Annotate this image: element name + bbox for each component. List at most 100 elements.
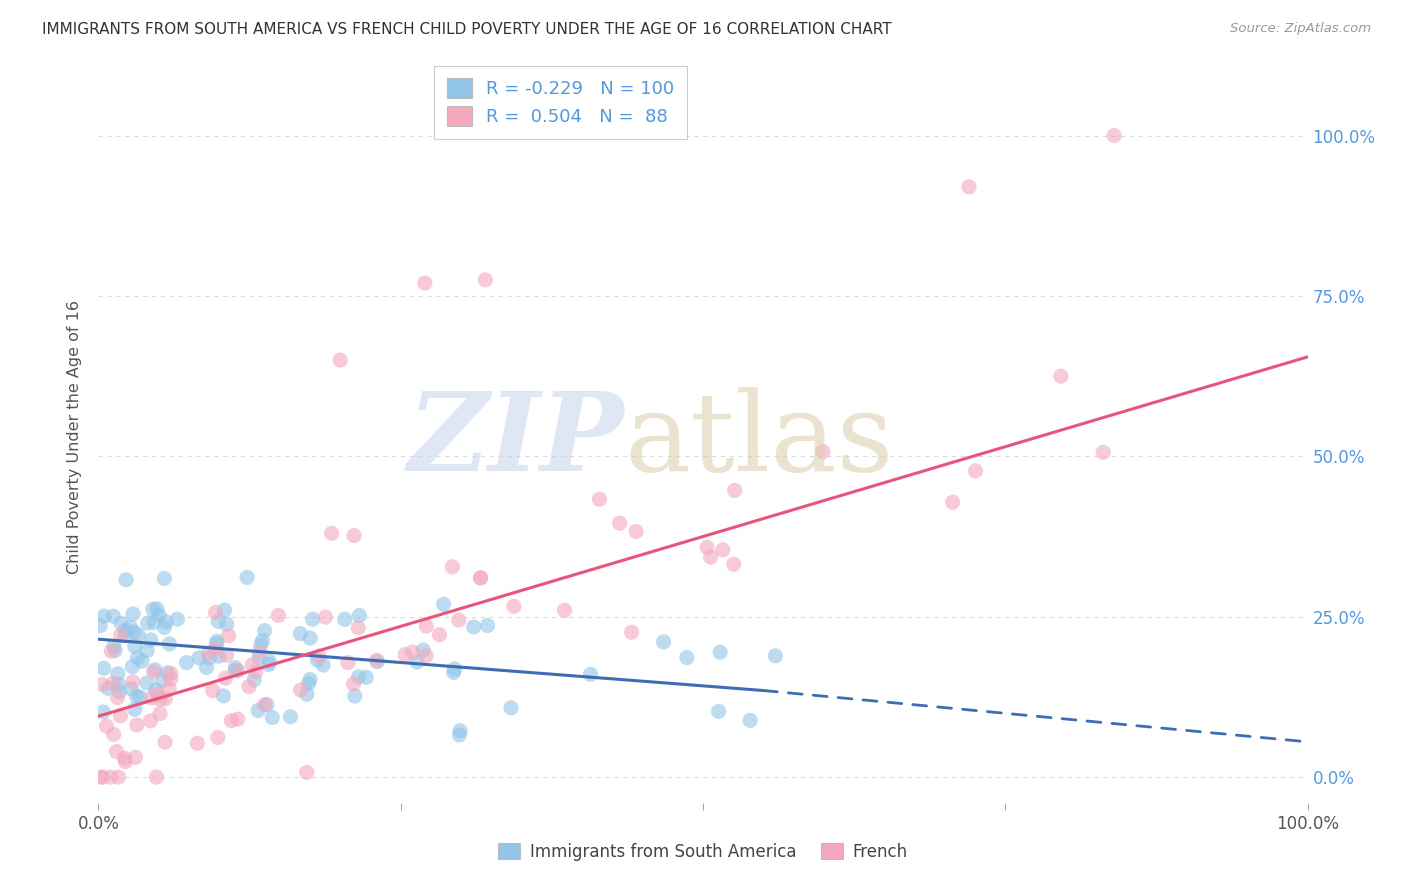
Point: [97, 681, 120, 696]
Point: [160, 666, 183, 681]
Point: [470, 571, 492, 585]
Point: [215, 648, 238, 663]
Point: [127, 650, 149, 665]
Point: [110, 628, 132, 642]
Point: [205, 634, 228, 648]
Point: [149, 692, 172, 706]
Point: [156, 665, 179, 680]
Point: [336, 656, 359, 670]
Point: [247, 703, 270, 717]
Point: [176, 656, 198, 670]
Point: [579, 667, 602, 681]
Point: [463, 620, 485, 634]
Point: [93, 661, 115, 675]
Point: [290, 626, 312, 640]
Point: [333, 612, 356, 626]
Point: [114, 624, 136, 638]
Point: [609, 516, 631, 531]
Point: [127, 628, 149, 642]
Point: [314, 610, 336, 624]
Point: [207, 615, 229, 629]
Point: [145, 602, 167, 616]
Point: [290, 683, 312, 698]
Point: [406, 655, 429, 669]
Point: [449, 723, 471, 738]
Point: [342, 677, 364, 691]
Point: [122, 607, 145, 621]
Point: [215, 617, 238, 632]
Point: [299, 631, 322, 645]
Point: [104, 643, 127, 657]
Point: [157, 681, 180, 696]
Point: [349, 608, 371, 623]
Point: [321, 526, 343, 541]
Point: [142, 602, 165, 616]
Point: [297, 676, 319, 690]
Point: [257, 657, 280, 672]
Point: [957, 179, 980, 194]
Point: [103, 727, 125, 741]
Point: [711, 542, 734, 557]
Point: [699, 550, 721, 565]
Point: [131, 654, 153, 668]
Point: [107, 690, 129, 705]
Point: [259, 655, 281, 669]
Point: [312, 658, 335, 673]
Point: [124, 750, 146, 764]
Point: [221, 714, 243, 728]
Point: [107, 770, 129, 784]
Point: [620, 625, 643, 640]
Point: [90, 677, 112, 691]
Point: [724, 483, 747, 498]
Point: [443, 665, 465, 680]
Point: [470, 571, 492, 585]
Legend: Immigrants from South America, French: Immigrants from South America, French: [491, 837, 915, 868]
Point: [226, 664, 249, 678]
Point: [723, 558, 745, 572]
Point: [295, 765, 318, 780]
Point: [136, 643, 159, 657]
Point: [1102, 128, 1125, 143]
Point: [91, 705, 114, 719]
Point: [120, 681, 142, 696]
Point: [499, 701, 522, 715]
Point: [811, 444, 834, 458]
Point: [347, 670, 370, 684]
Point: [108, 684, 131, 698]
Text: IMMIGRANTS FROM SOUTH AMERICA VS FRENCH CHILD POVERTY UNDER THE AGE OF 16 CORREL: IMMIGRANTS FROM SOUTH AMERICA VS FRENCH …: [42, 22, 891, 37]
Point: [366, 653, 388, 667]
Point: [218, 629, 240, 643]
Point: [207, 731, 229, 745]
Point: [148, 608, 170, 623]
Point: [149, 706, 172, 721]
Point: [280, 710, 302, 724]
Point: [139, 714, 162, 728]
Point: [707, 705, 730, 719]
Point: [143, 615, 166, 630]
Point: [166, 612, 188, 626]
Point: [240, 657, 263, 672]
Point: [103, 640, 125, 654]
Point: [267, 608, 290, 623]
Point: [224, 661, 246, 675]
Point: [965, 464, 987, 478]
Point: [145, 683, 167, 698]
Point: [652, 635, 675, 649]
Point: [195, 660, 218, 674]
Point: [201, 683, 224, 698]
Point: [942, 495, 965, 509]
Point: [307, 653, 329, 667]
Point: [107, 666, 129, 681]
Point: [153, 620, 176, 634]
Point: [100, 644, 122, 658]
Point: [252, 633, 274, 648]
Point: [432, 598, 454, 612]
Point: [245, 665, 267, 679]
Point: [120, 620, 142, 634]
Point: [226, 712, 249, 726]
Point: [114, 629, 136, 643]
Point: [243, 673, 266, 687]
Point: [143, 663, 166, 677]
Point: [253, 698, 276, 712]
Point: [142, 665, 165, 679]
